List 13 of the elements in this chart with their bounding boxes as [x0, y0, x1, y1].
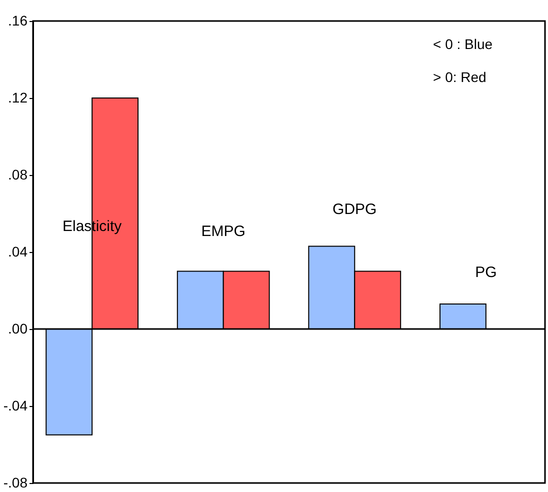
x-tick-label: Elasticity: [62, 218, 122, 235]
x-tick-label: PG: [475, 264, 497, 281]
annotation: < 0 : Blue: [433, 36, 493, 52]
x-tick-label: EMPG: [201, 223, 246, 240]
y-tick-label: -.04: [3, 398, 28, 414]
y-tick-label: .12: [8, 90, 28, 106]
annotation: > 0: Red: [433, 69, 486, 85]
y-tick-label: .08: [8, 166, 28, 182]
y-tick-label: .04: [8, 244, 28, 260]
y-tick-label: .00: [8, 320, 28, 336]
y-tick-label: -.08: [3, 474, 28, 490]
y-tick-label: .16: [8, 12, 28, 28]
x-tick-label: GDPG: [332, 201, 377, 218]
